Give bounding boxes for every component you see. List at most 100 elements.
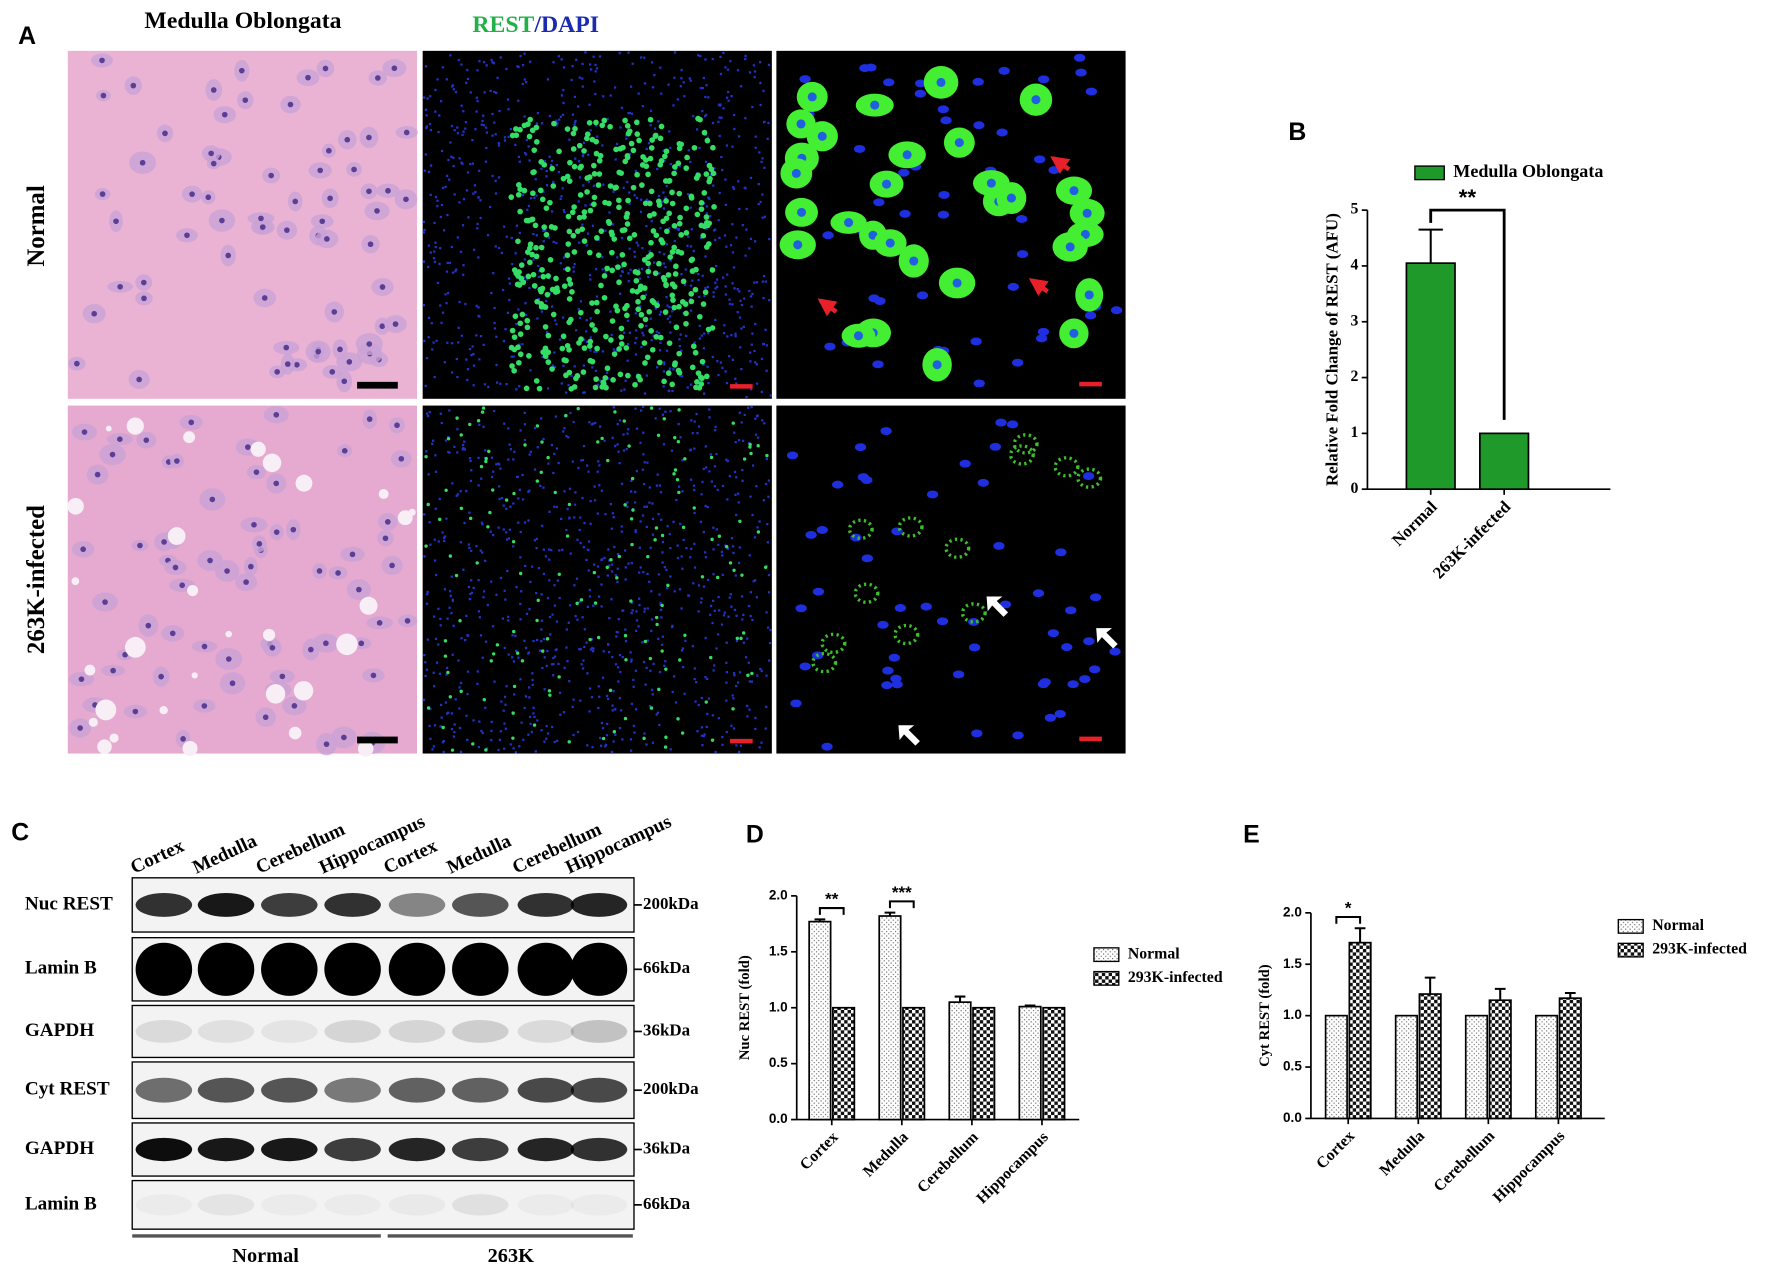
dapi-dot (517, 99, 520, 102)
rest-dot (618, 325, 625, 332)
rest-dot (589, 358, 596, 365)
dapi-dot (589, 499, 592, 503)
dapi-dot (433, 375, 436, 379)
rest-dot (504, 498, 509, 502)
rest-dot (665, 272, 672, 278)
dapi-dot (459, 541, 462, 544)
nucleus (274, 369, 281, 375)
dapi-dot (634, 530, 637, 534)
dapi-dot (688, 77, 691, 80)
significance-label: *** (892, 883, 912, 902)
dapi-dot (457, 326, 460, 330)
dapi-dot (503, 646, 506, 649)
nucleus (259, 224, 266, 230)
rest-dot (731, 421, 735, 425)
dapi-dot (758, 61, 762, 64)
scale-bar (357, 381, 398, 389)
dapi-dot (456, 126, 459, 129)
rest-dot (653, 334, 660, 340)
dapi-dot (451, 653, 454, 656)
dapi-dot (764, 482, 768, 486)
dapi-dot (480, 477, 483, 480)
dapi-dot (717, 103, 721, 106)
dapi-dot (675, 498, 678, 502)
legend-swatch (1093, 970, 1120, 986)
rest-dot (655, 198, 662, 205)
dapi-dot (476, 69, 479, 72)
rest-dot (566, 276, 573, 283)
dapi-dot (712, 548, 715, 551)
rest-dot (647, 200, 653, 207)
nucleus (872, 360, 884, 369)
band (135, 1077, 193, 1103)
dapi-dot (719, 72, 723, 76)
dapi-dot (596, 512, 599, 515)
rest-dot (683, 205, 690, 212)
rest-dot (623, 633, 628, 638)
dapi-dot (741, 439, 745, 443)
nucleus (786, 451, 799, 460)
dapi-dot (503, 136, 507, 139)
rest-dot (690, 343, 697, 350)
dapi-dot (717, 595, 720, 599)
dapi-dot (571, 460, 574, 463)
nucleus (1035, 334, 1048, 343)
dapi-dot (749, 237, 753, 241)
dapi-dot (477, 456, 480, 460)
dapi-dot (427, 336, 430, 339)
dapi-dot (588, 595, 592, 598)
dapi-dot (748, 289, 751, 293)
dapi-dot (662, 370, 666, 373)
rest-dot (679, 299, 686, 305)
vacuole (293, 681, 314, 701)
dapi-dot (616, 631, 619, 634)
dapi-dot (630, 562, 633, 565)
dapi-dot (583, 338, 586, 341)
rest-dot (489, 659, 493, 663)
dapi-dot (649, 124, 652, 127)
dapi-dot (767, 63, 771, 67)
dapi-dot (434, 110, 437, 113)
dapi-dot (442, 750, 445, 754)
rest-dot (592, 327, 598, 333)
nucleus (258, 215, 264, 222)
dapi-dot (749, 614, 752, 618)
dapi-dot (532, 258, 535, 261)
x-tick-label: Medulla (860, 1129, 912, 1181)
dapi-dot (650, 220, 653, 223)
dapi-dot (541, 524, 544, 527)
dapi-dot (548, 510, 551, 513)
row-label: Normal (23, 185, 50, 266)
x-tick-label: Cortex (797, 1129, 842, 1174)
dapi-dot (571, 705, 574, 709)
dapi-dot (497, 144, 501, 147)
dapi-dot (744, 254, 747, 257)
dapi-dot (562, 711, 566, 714)
rest-dot (604, 265, 610, 272)
dapi-dot (468, 347, 472, 351)
dapi-dot (533, 426, 537, 430)
dapi-dot (717, 633, 720, 636)
dapi-dot (643, 610, 646, 613)
arrow (817, 298, 838, 317)
rest-dot (508, 194, 515, 200)
dapi-dot (422, 304, 426, 307)
rest-dot (547, 689, 552, 693)
dapi-dot (712, 526, 715, 529)
dapi-dot (577, 160, 581, 163)
dapi-dot (578, 176, 582, 179)
dapi-dot (482, 124, 485, 127)
dapi-dot (768, 659, 771, 662)
dapi-dot (634, 529, 637, 532)
dapi-dot (765, 457, 768, 461)
vacuole (105, 425, 112, 432)
dapi-dot (583, 628, 586, 631)
dapi-dot (604, 743, 608, 747)
rest-dot (547, 199, 553, 206)
dapi-dot (476, 682, 479, 686)
rest-dot (640, 294, 646, 301)
rest-dot (601, 273, 608, 279)
dapi-dot (714, 281, 717, 284)
dapi-dot (535, 546, 538, 550)
dapi-dot (630, 112, 634, 115)
